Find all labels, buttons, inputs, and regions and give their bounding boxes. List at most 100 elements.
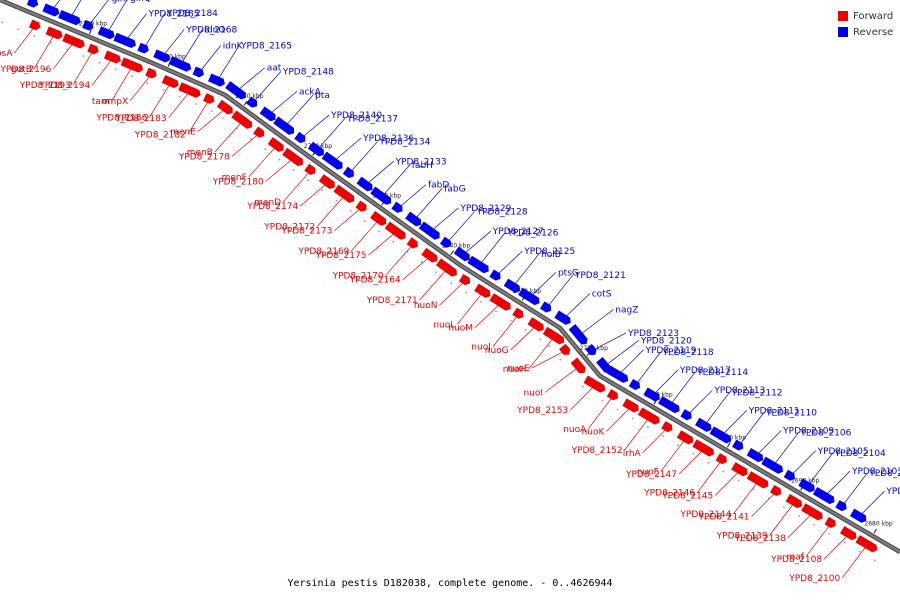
leader-line: [197, 107, 227, 132]
gene-label-ypd8-2170: YPD8_2170: [332, 271, 384, 281]
gene-feature-ypd8-2174: [318, 174, 335, 189]
gene-label-ypd8-2193: YPD8_2193: [19, 81, 71, 91]
gene-label-ypd8-2139: YPD8_2139: [716, 531, 768, 541]
gene-arrow: [761, 456, 783, 474]
tick-mark: [726, 442, 731, 448]
gene-feature-holb: [503, 278, 521, 293]
gene-feature-nuok: [622, 398, 639, 413]
leader-line: [474, 302, 502, 328]
gene-arrow: [715, 453, 727, 465]
gene-label-ypd8-2121: YPD8_2121: [574, 271, 626, 281]
leader-line: [248, 145, 278, 178]
leader-line: [168, 90, 191, 119]
gene-arrow: [282, 147, 303, 167]
track-dot: [335, 199, 338, 202]
gene-arrow: [489, 293, 511, 311]
gene-label-gutb: gutB: [11, 65, 32, 75]
leader-line: [149, 82, 172, 118]
forward-swatch: [838, 11, 848, 21]
gene-arrow: [370, 186, 392, 205]
gene-arrow: [676, 430, 694, 445]
gene-label-ypd8-2196: YPD8_2196: [0, 65, 52, 75]
leader-line: [492, 313, 520, 347]
gene-arrow: [307, 141, 324, 157]
track-dot: [450, 282, 453, 285]
leader-line: [162, 29, 185, 57]
gene-arrow: [178, 82, 201, 98]
gene-feature-ypd8-2147: [692, 439, 714, 457]
gene-feature-ypd8-2194: [103, 50, 121, 64]
leader-line: [430, 207, 459, 232]
leader-line: [652, 369, 679, 396]
gene-label-ypd8-2147: YPD8_2147: [625, 470, 677, 480]
track-dot: [378, 230, 380, 233]
gene-feature-ypd8-2104: [798, 478, 815, 493]
track-dot: [509, 319, 512, 322]
gene-label-ypd8-2183: YPD8_2183: [115, 114, 167, 124]
gene-arrow: [231, 110, 253, 129]
gene-feature-ypd8-2170: [406, 237, 418, 249]
gene-arrow: [801, 503, 823, 521]
gene-arrow: [29, 19, 41, 31]
leader-line: [721, 410, 747, 436]
gene-label-ypd8-2169: YPD8_2169: [297, 247, 349, 257]
gene-feature-ypd8-2106: [761, 456, 783, 474]
tick-label: 2790 kbp: [79, 20, 107, 27]
gene-feature-fabh: [370, 186, 392, 205]
leader-line: [252, 71, 282, 104]
gene-arrow: [145, 67, 157, 79]
gene-label-lrha: lrhA: [623, 449, 642, 459]
track-dot: [1, 21, 4, 24]
gene-feature-ptsg: [518, 287, 540, 306]
gene-feature-ypd8-2190: [42, 3, 60, 17]
gene-label-ypd8-2145: YPD8_2145: [661, 491, 713, 501]
gene-label-fabd: fabD: [428, 181, 449, 191]
gene-feature-ypd8-2139: [785, 494, 803, 509]
gene-arrow: [97, 26, 115, 40]
gene-label-tam: tam: [92, 97, 110, 107]
gene-arrow: [342, 166, 354, 178]
gene-label-ptsg: ptsG: [558, 268, 579, 278]
track-dot: [130, 75, 133, 78]
gene-label-nuog: nuoG: [485, 346, 509, 356]
gene-feature-acka: [259, 106, 276, 122]
track-dot: [221, 117, 224, 120]
gene-feature-ypd8-2196: [62, 33, 85, 49]
leader-line: [528, 336, 555, 370]
track-dot: [601, 399, 604, 402]
leader-line: [738, 412, 765, 447]
gene-arrow: [168, 56, 192, 72]
gene-feature-nagz: [568, 324, 588, 345]
gene-arrow: [370, 211, 387, 226]
legend: Forward Reverse: [838, 8, 893, 40]
gene-arrow: [216, 99, 233, 115]
track-dot: [66, 48, 68, 51]
gene-feature-ypd8-2118: [628, 378, 641, 390]
leader-line: [604, 339, 640, 367]
gene-label-ypd8-2164: YPD8_2164: [349, 276, 401, 286]
gene-label-nuoe: nuoE: [507, 364, 530, 374]
gene-feature-nuol: [474, 283, 491, 298]
track-dot: [548, 345, 550, 348]
gene-arrow: [467, 255, 489, 274]
track-dot: [581, 385, 584, 388]
gene-label-menb: menB: [187, 148, 213, 158]
gene-label-glnp: glnP: [112, 0, 132, 4]
gene-feature-ypd8-2146: [715, 453, 727, 465]
gene-arrow: [542, 326, 565, 345]
gene-feature-ypd8-2144: [746, 471, 769, 489]
leader-line: [333, 137, 362, 162]
gene-label-idnk: idnK: [223, 42, 244, 52]
leader-line: [53, 41, 75, 70]
gene-arrow: [570, 357, 586, 374]
gene-label-nuon: nuoN: [414, 301, 438, 311]
gene-label-ypd8-2112: YPD8_2112: [731, 388, 783, 398]
gene-arrow: [583, 375, 606, 393]
gene-feature-ypd8-2117: [643, 387, 660, 402]
leader-line: [334, 206, 363, 231]
gene-arrow: [731, 462, 748, 477]
gene-feature-cots: [554, 310, 571, 325]
leader-line: [385, 243, 414, 276]
gene-arrow: [153, 49, 171, 63]
